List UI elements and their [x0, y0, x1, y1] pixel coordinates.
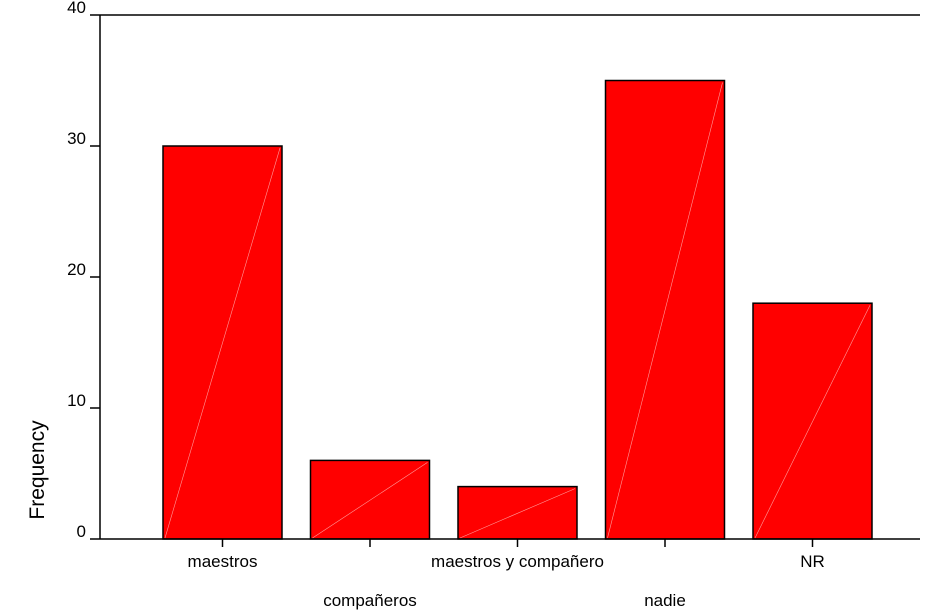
x-category-label: maestros y compañero	[431, 552, 604, 571]
bar-hatch-line	[607, 82, 723, 539]
bars-layer	[162, 79, 873, 540]
y-tick-label: 20	[67, 260, 86, 279]
y-ticks: 0 10 20 30 40	[67, 0, 100, 541]
x-category-label: nadie	[644, 591, 686, 610]
bar-hatch-line	[164, 147, 281, 539]
x-category-label: NR	[800, 552, 825, 571]
x-category-labels: maestros compañeros maestros y compañero na…	[188, 539, 825, 610]
y-axis-title: Frequency	[26, 420, 49, 520]
y-tick-label: 30	[67, 129, 86, 148]
bar-hatch-line	[312, 462, 428, 539]
y-tick-label: 10	[67, 391, 86, 410]
bar	[309, 459, 431, 540]
x-category-label: maestros	[188, 552, 258, 571]
y-tick-label: 40	[67, 0, 86, 17]
x-category-label: compañeros	[323, 591, 417, 610]
bar-hatch-line	[459, 488, 576, 539]
bar-hatch-line	[754, 305, 871, 539]
y-tick-label: 0	[77, 522, 86, 541]
